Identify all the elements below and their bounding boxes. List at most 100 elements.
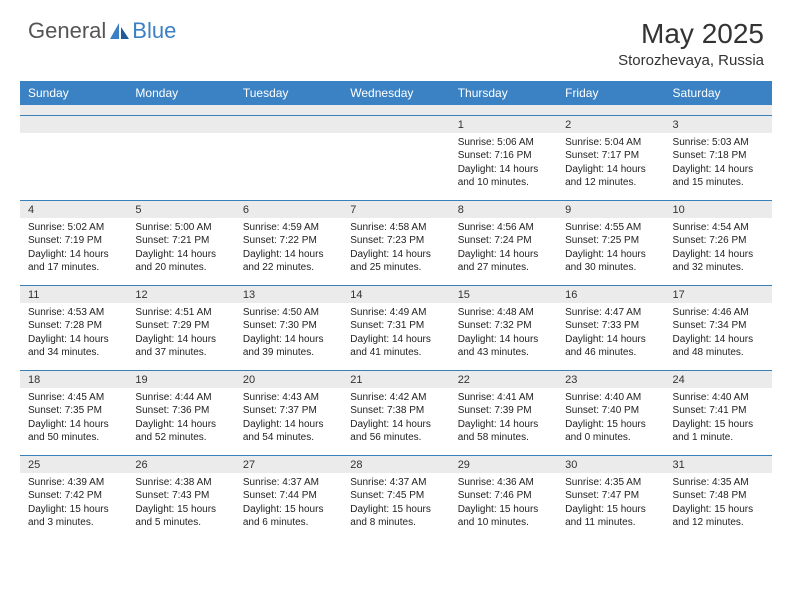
sunset-text: Sunset: 7:24 PM <box>458 234 549 248</box>
day-number-row: 25262728293031 <box>20 455 772 473</box>
day-number-row: 11121314151617 <box>20 285 772 303</box>
day-content-cell: Sunrise: 4:59 AMSunset: 7:22 PMDaylight:… <box>235 218 342 286</box>
weekday-header-cell: Friday <box>557 81 664 105</box>
weekday-header-cell: Sunday <box>20 81 127 105</box>
weekday-header-cell: Wednesday <box>342 81 449 105</box>
day-content-cell: Sunrise: 5:02 AMSunset: 7:19 PMDaylight:… <box>20 218 127 286</box>
day-number-cell <box>342 115 449 133</box>
daylight-text: Daylight: 15 hours and 1 minute. <box>673 418 764 445</box>
day-number-row: 18192021222324 <box>20 370 772 388</box>
weekday-header-cell: Monday <box>127 81 234 105</box>
day-content-cell: Sunrise: 4:50 AMSunset: 7:30 PMDaylight:… <box>235 303 342 371</box>
sunrise-text: Sunrise: 4:53 AM <box>28 306 119 320</box>
sunset-text: Sunset: 7:39 PM <box>458 404 549 418</box>
day-number-cell: 26 <box>127 455 234 473</box>
day-number-row: 45678910 <box>20 200 772 218</box>
daylight-text: Daylight: 14 hours and 30 minutes. <box>565 248 656 275</box>
day-content-cell: Sunrise: 4:35 AMSunset: 7:47 PMDaylight:… <box>557 473 664 540</box>
sunrise-text: Sunrise: 5:03 AM <box>673 136 764 150</box>
day-number-cell: 15 <box>450 285 557 303</box>
daylight-text: Daylight: 14 hours and 52 minutes. <box>135 418 226 445</box>
daylight-text: Daylight: 14 hours and 39 minutes. <box>243 333 334 360</box>
sunrise-text: Sunrise: 4:47 AM <box>565 306 656 320</box>
day-content-cell: Sunrise: 4:56 AMSunset: 7:24 PMDaylight:… <box>450 218 557 286</box>
sunrise-text: Sunrise: 4:40 AM <box>565 391 656 405</box>
sunset-text: Sunset: 7:30 PM <box>243 319 334 333</box>
sunset-text: Sunset: 7:34 PM <box>673 319 764 333</box>
sunset-text: Sunset: 7:32 PM <box>458 319 549 333</box>
title-block: May 2025 Storozhevaya, Russia <box>618 18 764 69</box>
day-number-cell: 2 <box>557 115 664 133</box>
day-number-cell <box>235 115 342 133</box>
day-number-cell: 18 <box>20 370 127 388</box>
brand-part1: General <box>28 18 106 44</box>
day-content-cell: Sunrise: 4:40 AMSunset: 7:40 PMDaylight:… <box>557 388 664 456</box>
day-content-cell: Sunrise: 4:40 AMSunset: 7:41 PMDaylight:… <box>665 388 772 456</box>
day-content-row: Sunrise: 4:39 AMSunset: 7:42 PMDaylight:… <box>20 473 772 540</box>
sunrise-text: Sunrise: 4:50 AM <box>243 306 334 320</box>
sunset-text: Sunset: 7:42 PM <box>28 489 119 503</box>
day-content-row: Sunrise: 5:06 AMSunset: 7:16 PMDaylight:… <box>20 133 772 201</box>
day-number-cell: 11 <box>20 285 127 303</box>
day-content-cell: Sunrise: 4:53 AMSunset: 7:28 PMDaylight:… <box>20 303 127 371</box>
sunrise-text: Sunrise: 4:59 AM <box>243 221 334 235</box>
day-number-cell: 28 <box>342 455 449 473</box>
sunset-text: Sunset: 7:36 PM <box>135 404 226 418</box>
day-number-cell: 14 <box>342 285 449 303</box>
daylight-text: Daylight: 14 hours and 15 minutes. <box>673 163 764 190</box>
day-content-cell: Sunrise: 4:58 AMSunset: 7:23 PMDaylight:… <box>342 218 449 286</box>
daylight-text: Daylight: 15 hours and 6 minutes. <box>243 503 334 530</box>
sunrise-text: Sunrise: 4:45 AM <box>28 391 119 405</box>
day-number-cell: 29 <box>450 455 557 473</box>
sunset-text: Sunset: 7:45 PM <box>350 489 441 503</box>
day-content-cell: Sunrise: 4:55 AMSunset: 7:25 PMDaylight:… <box>557 218 664 286</box>
location-label: Storozhevaya, Russia <box>618 52 764 69</box>
sunrise-text: Sunrise: 4:54 AM <box>673 221 764 235</box>
daylight-text: Daylight: 14 hours and 48 minutes. <box>673 333 764 360</box>
day-content-cell: Sunrise: 4:43 AMSunset: 7:37 PMDaylight:… <box>235 388 342 456</box>
sunset-text: Sunset: 7:18 PM <box>673 149 764 163</box>
day-content-cell: Sunrise: 4:39 AMSunset: 7:42 PMDaylight:… <box>20 473 127 540</box>
sunrise-text: Sunrise: 4:49 AM <box>350 306 441 320</box>
daylight-text: Daylight: 15 hours and 11 minutes. <box>565 503 656 530</box>
day-number-cell: 21 <box>342 370 449 388</box>
day-content-cell: Sunrise: 4:37 AMSunset: 7:44 PMDaylight:… <box>235 473 342 540</box>
day-number-cell: 12 <box>127 285 234 303</box>
brand-part2: Blue <box>132 18 176 44</box>
sunset-text: Sunset: 7:44 PM <box>243 489 334 503</box>
sunrise-text: Sunrise: 4:37 AM <box>243 476 334 490</box>
sunset-text: Sunset: 7:17 PM <box>565 149 656 163</box>
daylight-text: Daylight: 14 hours and 32 minutes. <box>673 248 764 275</box>
day-number-cell: 31 <box>665 455 772 473</box>
sunset-text: Sunset: 7:47 PM <box>565 489 656 503</box>
daylight-text: Daylight: 14 hours and 41 minutes. <box>350 333 441 360</box>
day-number-cell: 27 <box>235 455 342 473</box>
sunrise-text: Sunrise: 4:36 AM <box>458 476 549 490</box>
day-content-cell <box>342 133 449 201</box>
sunrise-text: Sunrise: 4:35 AM <box>673 476 764 490</box>
day-number-cell <box>127 115 234 133</box>
day-number-cell: 25 <box>20 455 127 473</box>
day-content-cell: Sunrise: 4:36 AMSunset: 7:46 PMDaylight:… <box>450 473 557 540</box>
sunset-text: Sunset: 7:40 PM <box>565 404 656 418</box>
day-number-cell: 10 <box>665 200 772 218</box>
sunrise-text: Sunrise: 4:42 AM <box>350 391 441 405</box>
day-content-cell: Sunrise: 4:47 AMSunset: 7:33 PMDaylight:… <box>557 303 664 371</box>
sunrise-text: Sunrise: 4:56 AM <box>458 221 549 235</box>
sunset-text: Sunset: 7:33 PM <box>565 319 656 333</box>
sunrise-text: Sunrise: 4:37 AM <box>350 476 441 490</box>
day-content-cell: Sunrise: 4:37 AMSunset: 7:45 PMDaylight:… <box>342 473 449 540</box>
sunrise-text: Sunrise: 4:40 AM <box>673 391 764 405</box>
day-content-cell: Sunrise: 4:48 AMSunset: 7:32 PMDaylight:… <box>450 303 557 371</box>
daylight-text: Daylight: 14 hours and 12 minutes. <box>565 163 656 190</box>
sunrise-text: Sunrise: 4:51 AM <box>135 306 226 320</box>
daylight-text: Daylight: 14 hours and 27 minutes. <box>458 248 549 275</box>
day-content-cell: Sunrise: 4:54 AMSunset: 7:26 PMDaylight:… <box>665 218 772 286</box>
daylight-text: Daylight: 15 hours and 5 minutes. <box>135 503 226 530</box>
day-content-cell: Sunrise: 5:06 AMSunset: 7:16 PMDaylight:… <box>450 133 557 201</box>
day-content-cell <box>127 133 234 201</box>
sunset-text: Sunset: 7:26 PM <box>673 234 764 248</box>
weekday-header-cell: Thursday <box>450 81 557 105</box>
daylight-text: Daylight: 14 hours and 10 minutes. <box>458 163 549 190</box>
sunset-text: Sunset: 7:22 PM <box>243 234 334 248</box>
